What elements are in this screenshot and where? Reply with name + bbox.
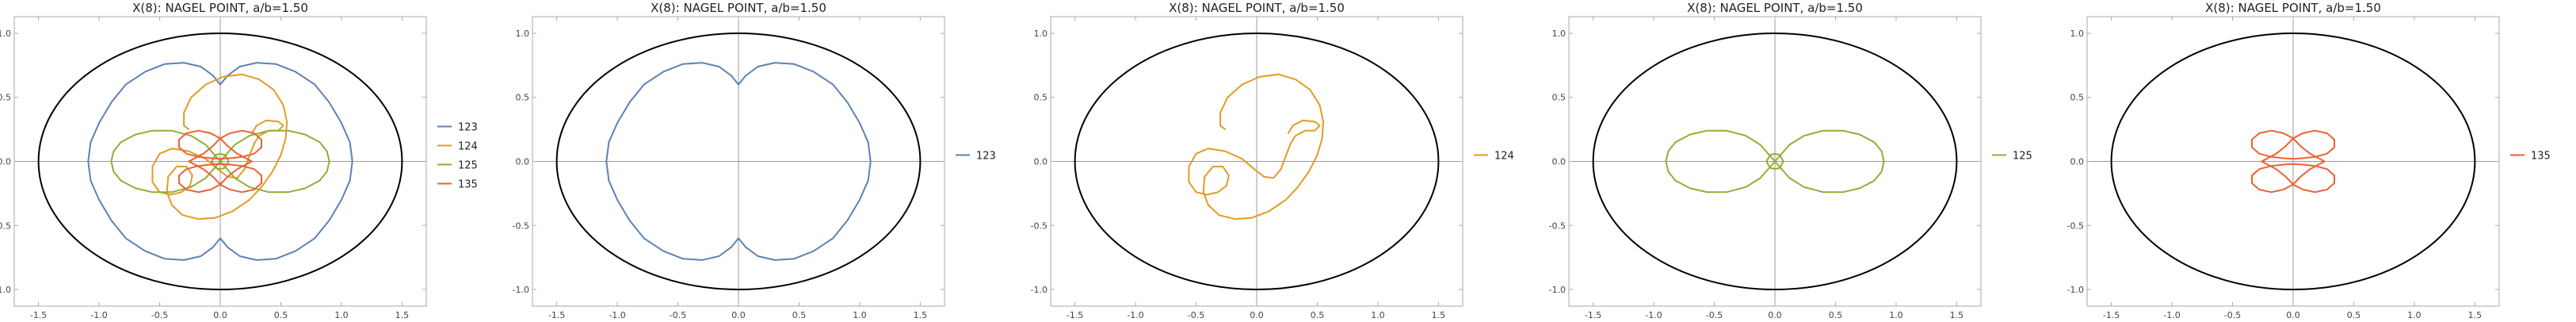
chart-title: X(8): NAGEL POINT, a/b=1.50 bbox=[651, 1, 826, 15]
y-tick-label: -1.0 bbox=[513, 285, 529, 295]
y-tick-label: 1.0 bbox=[2070, 29, 2085, 39]
series-135-curve bbox=[178, 129, 262, 194]
x-tick-label: 0.0 bbox=[1768, 310, 1782, 320]
chart-panel-3: X(8): NAGEL POINT, a/b=1.50 -1.5 -1.0 -0.5 0… bbox=[1031, 1, 1514, 320]
y-tick-label: -0.5 bbox=[513, 220, 529, 231]
x-tick-label: 0.5 bbox=[792, 310, 807, 320]
y-tick-label: -1.0 bbox=[2067, 285, 2084, 295]
y-tick-label: 0.0 bbox=[516, 157, 530, 167]
x-tick-label: -1.0 bbox=[1645, 310, 1662, 320]
x-tick-label: -1.0 bbox=[90, 310, 107, 320]
y-tick-label: 0.0 bbox=[0, 157, 11, 167]
x-tick-label: 1.5 bbox=[1432, 310, 1446, 320]
series-124-curve bbox=[1188, 73, 1325, 220]
legend-label-125: 125 bbox=[458, 160, 478, 172]
series-125-curve-inner bbox=[1765, 152, 1784, 171]
y-tick-label: 1.0 bbox=[1552, 29, 1567, 39]
x-tick-label: -0.5 bbox=[670, 310, 686, 320]
y-tick-label: 0.0 bbox=[1552, 157, 1567, 167]
y-tick-label: 0.0 bbox=[1034, 157, 1048, 167]
x-tick-label: 0.0 bbox=[1250, 310, 1264, 320]
x-tick-label: -1.5 bbox=[548, 310, 565, 320]
chart-panel-2: X(8): NAGEL POINT, a/b=1.50 -1.5 -1.0 -0.5 0… bbox=[513, 1, 996, 320]
series-125-curve bbox=[110, 129, 330, 194]
legend: 135 bbox=[2510, 151, 2551, 163]
x-tick-label: 0.5 bbox=[274, 310, 288, 320]
x-tick-label: -0.5 bbox=[1188, 310, 1204, 320]
chart-title: X(8): NAGEL POINT, a/b=1.50 bbox=[2205, 1, 2381, 15]
x-tick-label: 0.5 bbox=[2347, 310, 2361, 320]
x-tick-label: 1.0 bbox=[853, 310, 867, 320]
y-tick-label: 0.5 bbox=[2070, 93, 2085, 103]
y-tick-label: -0.5 bbox=[1549, 220, 1566, 231]
series-135-curve bbox=[2251, 129, 2335, 194]
x-tick-label: -1.0 bbox=[2163, 310, 2180, 320]
chart-title: X(8): NAGEL POINT, a/b=1.50 bbox=[132, 1, 308, 15]
outer-ellipse bbox=[1592, 32, 1958, 291]
x-tick-label: 0.0 bbox=[2286, 310, 2300, 320]
x-tick-label: -1.5 bbox=[1585, 310, 1601, 320]
x-tick-label: -0.5 bbox=[151, 310, 168, 320]
legend-label-124: 124 bbox=[458, 141, 478, 153]
x-tick-label: 1.5 bbox=[2468, 310, 2483, 320]
series-125-curve bbox=[1665, 129, 1885, 194]
chart-title: X(8): NAGEL POINT, a/b=1.50 bbox=[1687, 1, 1863, 15]
chart-panel-1: X(8): NAGEL POINT, a/b=1.50 -1.5 -1.0 -0.5 0… bbox=[0, 1, 478, 320]
y-tick-label: 1.0 bbox=[0, 29, 11, 39]
series-124-curve bbox=[151, 73, 288, 220]
y-tick-label: 1.0 bbox=[516, 29, 530, 39]
legend-label-124: 124 bbox=[1494, 151, 1514, 163]
legend: 123 bbox=[956, 151, 996, 163]
x-tick-label: -0.5 bbox=[2224, 310, 2241, 320]
legend-label-135: 135 bbox=[458, 179, 478, 191]
outer-ellipse bbox=[1074, 32, 1440, 291]
y-tick-label: -1.0 bbox=[1549, 285, 1566, 295]
x-tick-label: 0.5 bbox=[1311, 310, 1325, 320]
x-tick-label: -1.5 bbox=[1067, 310, 1083, 320]
x-tick-label: -0.5 bbox=[1706, 310, 1723, 320]
outer-ellipse bbox=[555, 32, 922, 291]
legend: 123 124 125 135 bbox=[437, 122, 478, 191]
y-tick-label: 0.5 bbox=[0, 93, 11, 103]
x-tick-label: 1.0 bbox=[2407, 310, 2421, 320]
series-123-curve bbox=[87, 62, 353, 261]
x-tick-label: 1.5 bbox=[914, 310, 928, 320]
legend-label-135: 135 bbox=[2531, 151, 2551, 163]
legend-label-125: 125 bbox=[2013, 151, 2032, 163]
x-tick-label: -1.0 bbox=[609, 310, 625, 320]
y-tick-label: -1.0 bbox=[0, 285, 11, 295]
chart-panel-4: X(8): NAGEL POINT, a/b=1.50 -1.5 -1.0 -0.5 0… bbox=[1549, 1, 2032, 320]
x-tick-label: 0.0 bbox=[213, 310, 227, 320]
outer-ellipse bbox=[2110, 32, 2476, 291]
outer-ellipse bbox=[37, 32, 403, 291]
legend-label-123: 123 bbox=[976, 151, 996, 163]
y-tick-label: -1.0 bbox=[1031, 285, 1048, 295]
x-tick-label: 1.0 bbox=[1371, 310, 1385, 320]
x-tick-label: 1.0 bbox=[334, 310, 349, 320]
y-tick-label: 1.0 bbox=[1034, 29, 1048, 39]
x-tick-label: 1.0 bbox=[1889, 310, 1903, 320]
series-123-curve bbox=[605, 62, 872, 261]
chart-title: X(8): NAGEL POINT, a/b=1.50 bbox=[1169, 1, 1345, 15]
y-tick-label: 0.0 bbox=[2070, 157, 2085, 167]
x-tick-label: 1.5 bbox=[395, 310, 410, 320]
x-tick-label: 0.0 bbox=[731, 310, 746, 320]
x-tick-label: -1.5 bbox=[2103, 310, 2120, 320]
legend: 125 bbox=[1992, 151, 2032, 163]
y-tick-label: -0.5 bbox=[2067, 220, 2084, 231]
y-tick-label: 0.5 bbox=[1552, 93, 1567, 103]
legend-label-123: 123 bbox=[458, 122, 478, 134]
x-tick-label: -1.5 bbox=[30, 310, 47, 320]
chart-panel-5: X(8): NAGEL POINT, a/b=1.50 -1.5 -1.0 -0.5 0… bbox=[2067, 1, 2551, 320]
y-tick-label: -0.5 bbox=[1031, 220, 1048, 231]
y-tick-label: -0.5 bbox=[0, 220, 11, 231]
x-tick-label: 0.5 bbox=[1829, 310, 1843, 320]
y-tick-label: 0.5 bbox=[1034, 93, 1048, 103]
series-125-curve-inner bbox=[211, 152, 230, 171]
y-tick-label: 0.5 bbox=[516, 93, 530, 103]
legend: 124 bbox=[1474, 151, 1514, 163]
x-tick-label: -1.0 bbox=[1127, 310, 1143, 320]
x-tick-label: 1.5 bbox=[1950, 310, 1964, 320]
